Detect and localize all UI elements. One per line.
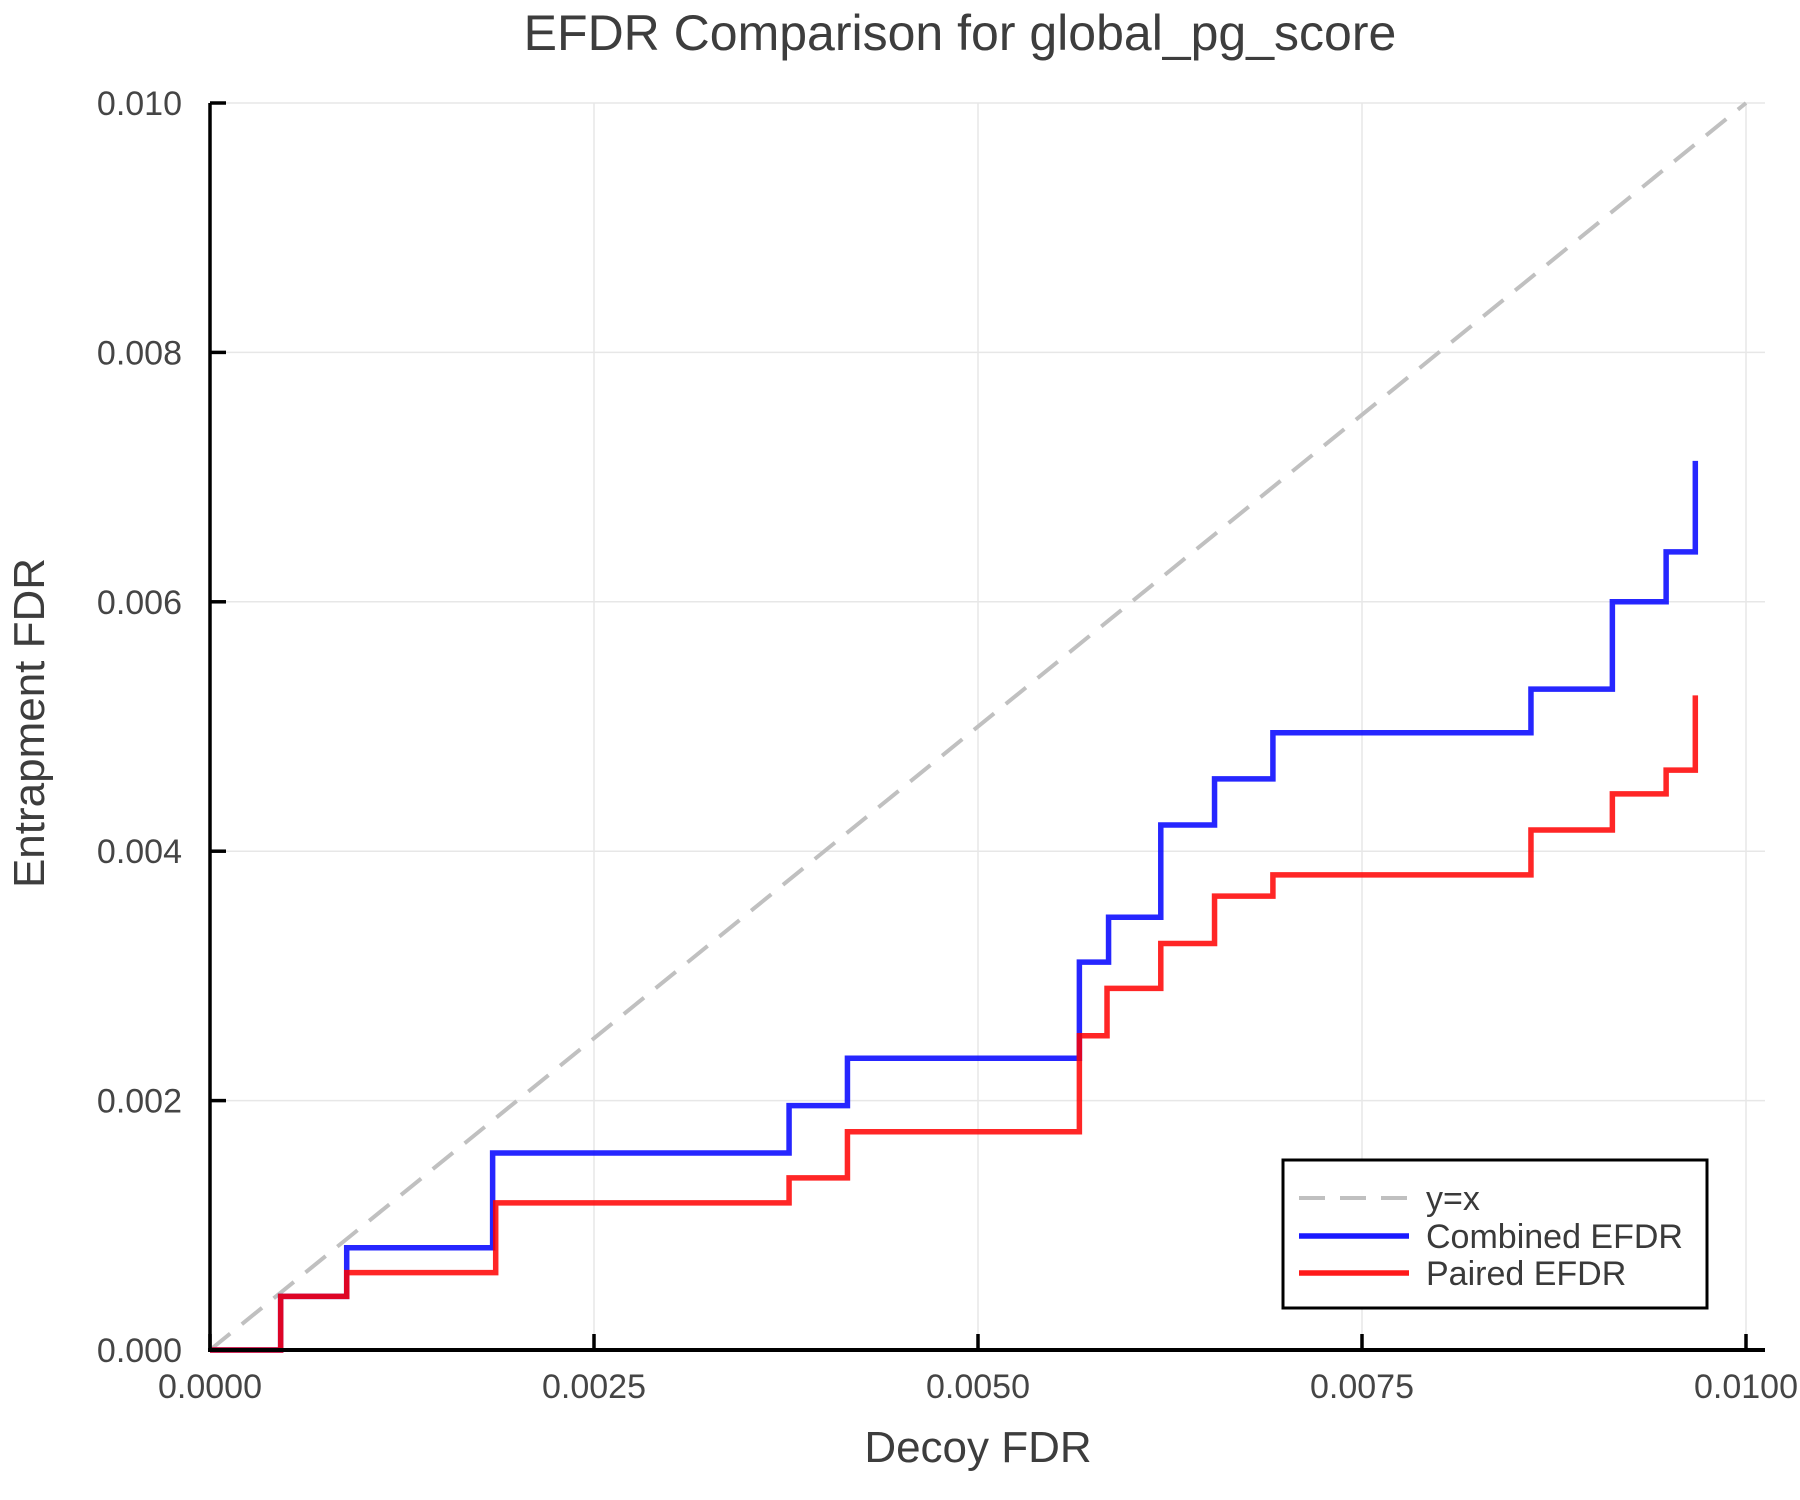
- y-axis-label: Entrapment FDR: [5, 558, 54, 888]
- axes: 0.0000 0.0025 0.0050 0.0075 0.0100 0.000 0.002…: [97, 85, 1798, 1406]
- legend-label: Paired EFDR: [1426, 1255, 1626, 1293]
- y-tick-label: 0.006: [97, 584, 182, 622]
- x-tick-label: 0.0050: [926, 1368, 1030, 1406]
- series-y-x-line: [208, 101, 1748, 1352]
- chart-title: EFDR Comparison for global_pg_score: [524, 5, 1397, 61]
- y-tick-label: 0.002: [97, 1083, 182, 1121]
- series-paired-efdr-line: [210, 695, 1699, 1353]
- x-axis-label: Decoy FDR: [864, 1423, 1091, 1472]
- x-tick-label: 0.0025: [542, 1368, 646, 1406]
- y-tick-label: 0.004: [97, 833, 182, 871]
- legend-label: Combined EFDR: [1426, 1218, 1683, 1256]
- x-tick-label: 0.0075: [1310, 1368, 1414, 1406]
- y-tick-label: 0.008: [97, 334, 182, 372]
- legend-label: y=x: [1426, 1180, 1480, 1218]
- gridlines: [210, 102, 1765, 1350]
- series-combined-efdr-line: [210, 460, 1699, 1353]
- x-tick-label: 0.0100: [1694, 1368, 1798, 1406]
- y-tick-label: 0.000: [97, 1332, 182, 1370]
- data-series: [208, 101, 1748, 1353]
- y-tick-label: 0.010: [97, 85, 182, 123]
- x-tick-label: 0.0000: [158, 1368, 262, 1406]
